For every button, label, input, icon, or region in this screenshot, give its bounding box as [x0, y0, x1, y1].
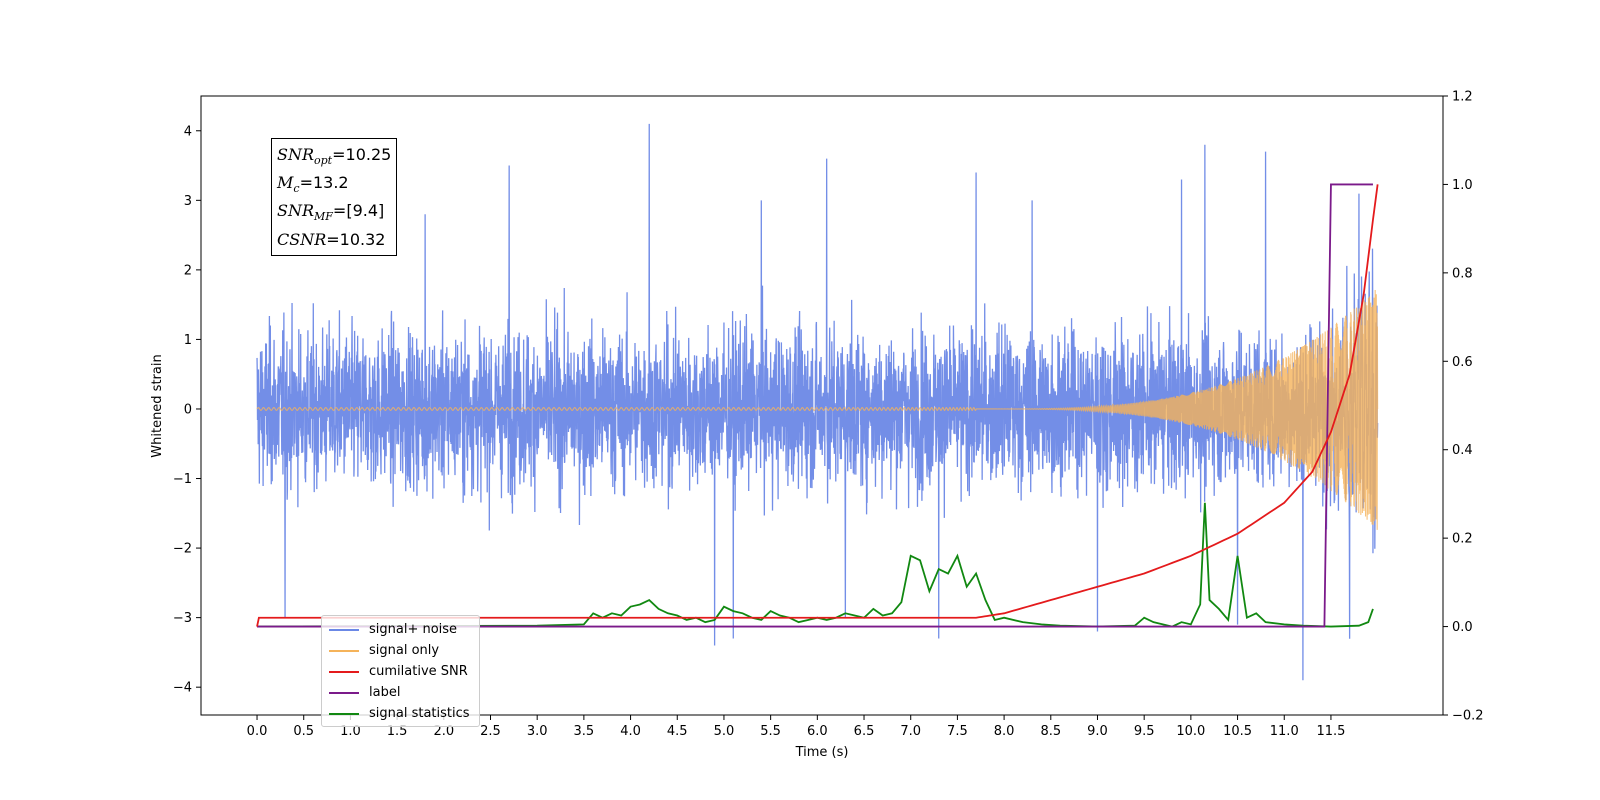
legend-swatch [329, 670, 359, 673]
signal-only-line [256, 290, 1379, 530]
x-tick-label: 9.5 [1134, 724, 1155, 739]
csnr-line: CSNR=10.32 [277, 229, 386, 249]
snr-info-box: SNRopt=10.25 Mc=13.2 SNRMF=[9.4] CSNR=10… [271, 138, 398, 256]
x-tick-label: 4.0 [620, 724, 641, 739]
y-left-tick-label: 0 [184, 402, 192, 417]
y-right-tick-label: 1.2 [1452, 90, 1473, 105]
x-tick-label: 11.5 [1316, 724, 1345, 739]
x-tick-label: 2.5 [480, 724, 501, 739]
y-axis-right: −0.2 0.0 0.2 0.4 0.6 0.8 1.0 1.2 [1443, 90, 1484, 724]
y-left-tick-label: −1 [173, 472, 192, 487]
x-tick-label: 7.5 [947, 724, 968, 739]
legend-label: cumilative SNR [369, 664, 468, 679]
legend-label: signal statistics [369, 706, 470, 721]
x-axis-label: Time (s) [795, 745, 849, 760]
x-tick-label: 8.0 [994, 724, 1015, 739]
y-right-tick-label: 1.0 [1452, 178, 1473, 193]
y-left-tick-label: 2 [184, 263, 192, 278]
y-right-tick-label: 0.8 [1452, 266, 1473, 281]
y-left-tick-label: 4 [184, 124, 192, 139]
x-tick-label: 0.0 [247, 724, 268, 739]
x-tick-label: 3.0 [527, 724, 548, 739]
legend-swatch [329, 649, 359, 652]
legend-item-signal-statistics: signal statistics [322, 703, 479, 724]
legend-swatch [329, 712, 359, 715]
x-tick-label: 10.0 [1176, 724, 1205, 739]
legend-label: signal+ noise [369, 622, 458, 637]
y-left-tick-label: −2 [173, 542, 192, 557]
x-tick-label: 1.5 [387, 724, 408, 739]
legend-label: signal only [369, 643, 440, 658]
y-right-tick-label: 0.4 [1452, 443, 1473, 458]
chirp-mass-line: Mc=13.2 [277, 173, 349, 196]
y-axis-left: −4 −3 −2 −1 0 1 2 3 4 [173, 124, 201, 696]
x-axis: 0.0 0.5 1.0 1.5 2.0 2.5 3.0 3.5 4.0 4.5 5.0 5.5 6.0 6… [247, 715, 1345, 739]
x-tick-label: 3.5 [574, 724, 595, 739]
snr-mf-line: SNRMF=[9.4] [277, 201, 385, 224]
x-tick-label: 2.0 [433, 724, 454, 739]
x-tick-label: 11.0 [1270, 724, 1299, 739]
plot-frame [200, 95, 1444, 716]
label-line [257, 183, 1373, 628]
x-tick-label: 4.5 [667, 724, 688, 739]
snr-opt-line: SNRopt=10.25 [277, 145, 392, 168]
y-left-tick-label: 1 [184, 333, 192, 348]
legend-label: label [369, 685, 401, 700]
y-right-tick-label: 0.2 [1452, 532, 1473, 547]
x-tick-label: 1.0 [340, 724, 361, 739]
y-right-tick-label: 0.6 [1452, 355, 1473, 370]
legend-item-cumulative-snr: cumilative SNR [322, 661, 479, 682]
y-left-tick-label: −3 [173, 611, 192, 626]
signal-statistics-line [257, 502, 1374, 628]
cumulative-snr-line [256, 184, 1379, 627]
x-tick-label: 6.0 [807, 724, 828, 739]
legend-item-signal-noise: signal+ noise [322, 619, 479, 640]
legend-swatch [329, 691, 359, 694]
y-left-tick-label: 3 [184, 194, 192, 209]
y-right-tick-label: 0.0 [1452, 620, 1473, 635]
signal-noise-line [256, 123, 1379, 681]
x-tick-label: 5.5 [760, 724, 781, 739]
legend-item-signal-only: signal only [322, 640, 479, 661]
y-left-tick-label: −4 [173, 681, 192, 696]
legend-swatch [329, 628, 359, 631]
x-tick-label: 10.5 [1223, 724, 1252, 739]
y-axis-label: Whitened strain [150, 354, 165, 457]
x-tick-label: 8.5 [1040, 724, 1061, 739]
legend: signal+ noise signal only cumilative SNR… [321, 615, 480, 727]
x-tick-label: 0.5 [293, 724, 314, 739]
x-tick-label: 9.0 [1087, 724, 1108, 739]
y-right-tick-label: −0.2 [1452, 709, 1484, 724]
x-tick-label: 6.5 [854, 724, 875, 739]
legend-item-label: label [322, 682, 479, 703]
series-layer [256, 123, 1379, 681]
x-tick-label: 5.0 [714, 724, 735, 739]
x-tick-label: 7.0 [900, 724, 921, 739]
